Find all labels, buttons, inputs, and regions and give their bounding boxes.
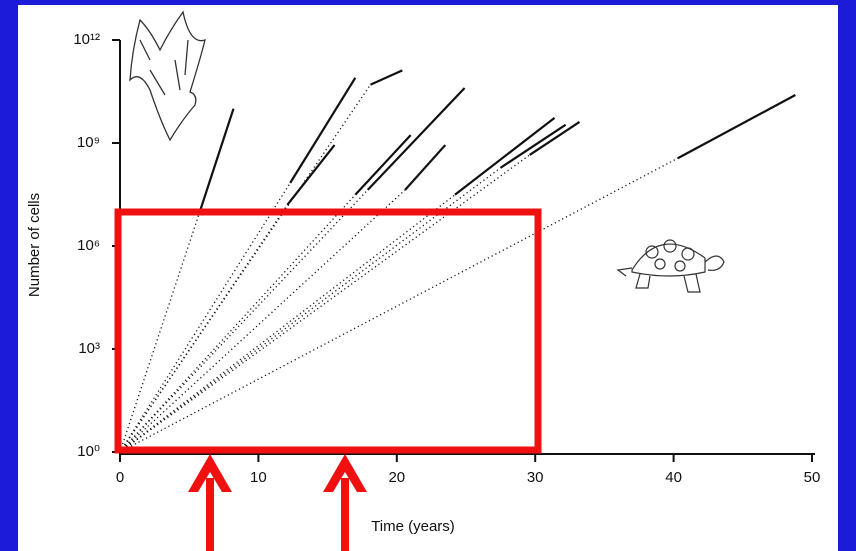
page: {"chart_data": { "type": "line", "x_labe… — [0, 0, 856, 551]
turtle-illustration — [618, 240, 724, 292]
y-tick-label: 10¹² — [73, 31, 100, 48]
extrapolated-line — [120, 155, 530, 452]
measured-line — [371, 70, 403, 84]
x-tick-label: 30 — [527, 469, 544, 486]
extrapolated-line — [120, 183, 290, 452]
extrapolated-line — [120, 210, 200, 452]
measured-line — [455, 118, 555, 195]
extrapolated-line — [120, 195, 455, 452]
x-tick-label: 20 — [388, 469, 405, 486]
extrapolated-line — [120, 205, 287, 452]
chart: 0 10 20 30 40 50 10⁰ 10³ 10⁶ 10⁹ 10¹² Time (years)… — [0, 0, 856, 551]
y-tick-label: 10³ — [78, 340, 100, 357]
bird-illustration — [130, 12, 205, 140]
x-tick-label: 40 — [665, 469, 682, 486]
highlight-box — [118, 212, 538, 450]
y-axis-label: Number of cells — [26, 193, 43, 297]
measured-line — [290, 78, 355, 183]
measured-line — [678, 95, 796, 158]
measured-line — [368, 88, 465, 190]
extrapolated-line — [120, 190, 368, 452]
measured-line — [405, 145, 445, 190]
y-tick-label: 10⁶ — [77, 237, 100, 254]
x-tick-label: 0 — [116, 469, 124, 486]
measured-line — [200, 109, 233, 211]
measured-line — [501, 125, 566, 168]
plot-area: 0 10 20 30 40 50 10⁰ 10³ 10⁶ 10⁹ 10¹² — [73, 31, 820, 486]
extrapolated-line — [120, 195, 355, 452]
x-axis-label: Time (years) — [371, 518, 455, 535]
y-tick-label: 10⁰ — [77, 443, 100, 460]
y-tick-label: 10⁹ — [77, 134, 100, 151]
extrapolated-line — [120, 190, 405, 452]
arrow — [323, 454, 367, 551]
arrow — [188, 454, 232, 551]
measured-line — [355, 135, 410, 195]
extrapolated-line — [120, 85, 371, 452]
x-tick-label: 50 — [804, 469, 821, 486]
measured-line — [530, 122, 580, 155]
x-tick-label: 10 — [250, 469, 267, 486]
